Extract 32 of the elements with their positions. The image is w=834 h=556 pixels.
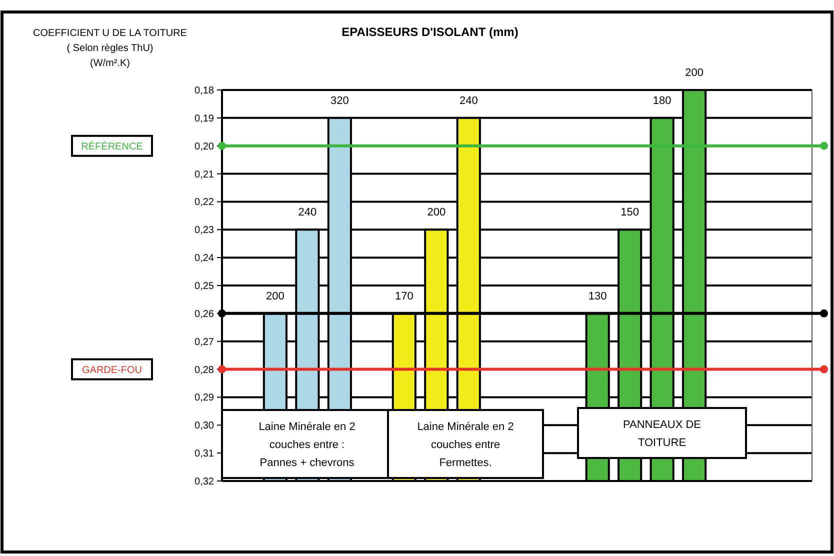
- annotation: Laine Minérale en 2 couches entre : Pannes + chevrons: [258, 421, 356, 469]
- annotation: PANNEAUX DE TOITURE: [622, 419, 702, 449]
- y-tick-label: 0,19: [194, 113, 214, 124]
- annotation: 130: [588, 290, 607, 302]
- y-tick-label: 0,20: [194, 141, 214, 152]
- y-tick-label: 0,23: [194, 225, 214, 236]
- y-tick-label: 0,24: [194, 253, 214, 264]
- chart-title: EPAISSEURS D'ISOLANT (mm): [342, 25, 518, 39]
- y-tick-label: 0,28: [194, 364, 214, 376]
- annotation: 320: [330, 94, 349, 107]
- y-tick-label: 0,30: [194, 420, 214, 432]
- y-tick-label: 0,29: [194, 392, 214, 404]
- annotation: Laine Minérale en 2 couches entre Fermettes.: [417, 421, 514, 469]
- y-tick-label: 0,31: [194, 448, 214, 460]
- y-axis-title: COEFFICIENT U DE LA TOITURE ( Selon règles ThU) (W/m².K): [33, 28, 188, 69]
- annotation: 200: [427, 206, 446, 219]
- annotation: 180: [652, 94, 672, 107]
- ref-line-label: GARDE-FOU: [82, 364, 142, 376]
- y-tick-label: 0,32: [194, 476, 214, 488]
- annotation: 150: [620, 206, 640, 219]
- y-tick-label: 0,27: [194, 336, 214, 348]
- annotation: 200: [266, 290, 284, 302]
- annotation: 240: [298, 206, 317, 219]
- annotation: 170: [394, 290, 414, 302]
- y-tick-label: 0,26: [194, 308, 214, 320]
- ref-line-label: RÉFÉRENCE: [81, 140, 144, 152]
- y-tick-label: 0,25: [194, 281, 214, 292]
- annotation: 240: [459, 94, 478, 107]
- y-tick-label: 0,21: [194, 169, 214, 180]
- y-tick-label: 0,22: [194, 197, 214, 208]
- annotation: 200: [685, 67, 704, 79]
- y-tick-label: 0,18: [194, 86, 214, 96]
